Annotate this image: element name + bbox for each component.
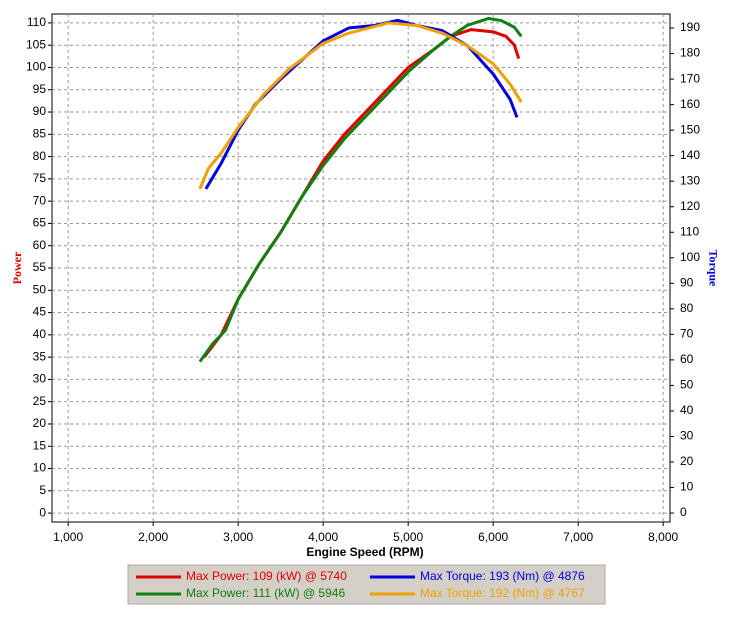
x-tick-label: 4,000 xyxy=(308,530,338,544)
y2-tick-label: 150 xyxy=(680,122,700,136)
y-tick-label: 85 xyxy=(33,126,47,140)
y-tick-label: 50 xyxy=(33,282,47,296)
y2-tick-label: 120 xyxy=(680,199,700,213)
y-tick-label: 70 xyxy=(33,193,47,207)
y-tick-label: 40 xyxy=(33,327,47,341)
y-tick-label: 95 xyxy=(33,82,47,96)
y-tick-label: 80 xyxy=(33,149,47,163)
y2-tick-label: 130 xyxy=(680,173,700,187)
y-tick-label: 105 xyxy=(26,37,46,51)
x-tick-label: 5,000 xyxy=(393,530,423,544)
y2-tick-label: 140 xyxy=(680,148,700,162)
x-tick-label: 8,000 xyxy=(648,530,678,544)
y2-tick-label: 30 xyxy=(680,429,694,443)
x-axis-title: Engine Speed (RPM) xyxy=(306,545,423,559)
y-tick-label: 60 xyxy=(33,238,47,252)
y-tick-label: 55 xyxy=(33,260,47,274)
y2-tick-label: 40 xyxy=(680,403,694,417)
y2-tick-label: 10 xyxy=(680,480,694,494)
y-tick-label: 45 xyxy=(33,305,47,319)
x-tick-label: 3,000 xyxy=(223,530,253,544)
y-tick-label: 35 xyxy=(33,349,47,363)
y2-axis-title: Torque xyxy=(706,250,720,287)
y-tick-label: 10 xyxy=(33,461,47,475)
y2-tick-label: 160 xyxy=(680,97,700,111)
legend-label: Max Torque: 192 (Nm) @ 4767 xyxy=(420,586,585,600)
y2-tick-label: 100 xyxy=(680,250,700,264)
x-tick-label: 2,000 xyxy=(138,530,168,544)
y-tick-label: 15 xyxy=(33,438,47,452)
y-tick-label: 25 xyxy=(33,394,47,408)
y-tick-label: 110 xyxy=(27,15,46,29)
y-tick-label: 0 xyxy=(39,505,46,519)
y-tick-label: 75 xyxy=(33,171,47,185)
y-tick-label: 90 xyxy=(33,104,47,118)
y2-tick-label: 170 xyxy=(680,71,700,85)
y2-tick-label: 190 xyxy=(680,20,700,34)
legend-label: Max Power: 109 (kW) @ 5740 xyxy=(186,569,347,583)
y2-tick-label: 70 xyxy=(680,327,694,341)
x-tick-label: 6,000 xyxy=(478,530,508,544)
legend-label: Max Torque: 193 (Nm) @ 4876 xyxy=(420,569,585,583)
y2-tick-label: 180 xyxy=(680,46,700,60)
y-tick-label: 20 xyxy=(33,416,47,430)
y2-tick-label: 50 xyxy=(680,378,694,392)
y-tick-label: 30 xyxy=(33,372,47,386)
y2-tick-label: 0 xyxy=(680,505,687,519)
y2-tick-label: 90 xyxy=(680,275,694,289)
legend-label: Max Power: 111 (kW) @ 5946 xyxy=(186,586,345,600)
y2-tick-label: 110 xyxy=(680,224,699,238)
y-axis-title: Power xyxy=(10,251,24,284)
y-tick-label: 5 xyxy=(39,483,46,497)
series-line xyxy=(198,16,523,363)
x-tick-label: 1,000 xyxy=(53,530,83,544)
y2-tick-label: 80 xyxy=(680,301,694,315)
series-line xyxy=(198,21,523,190)
y2-tick-label: 20 xyxy=(680,454,694,468)
y-tick-label: 65 xyxy=(33,216,47,230)
y-tick-label: 100 xyxy=(26,60,46,74)
legend-box xyxy=(127,564,606,605)
x-tick-label: 7,000 xyxy=(563,530,593,544)
y2-tick-label: 60 xyxy=(680,352,694,366)
